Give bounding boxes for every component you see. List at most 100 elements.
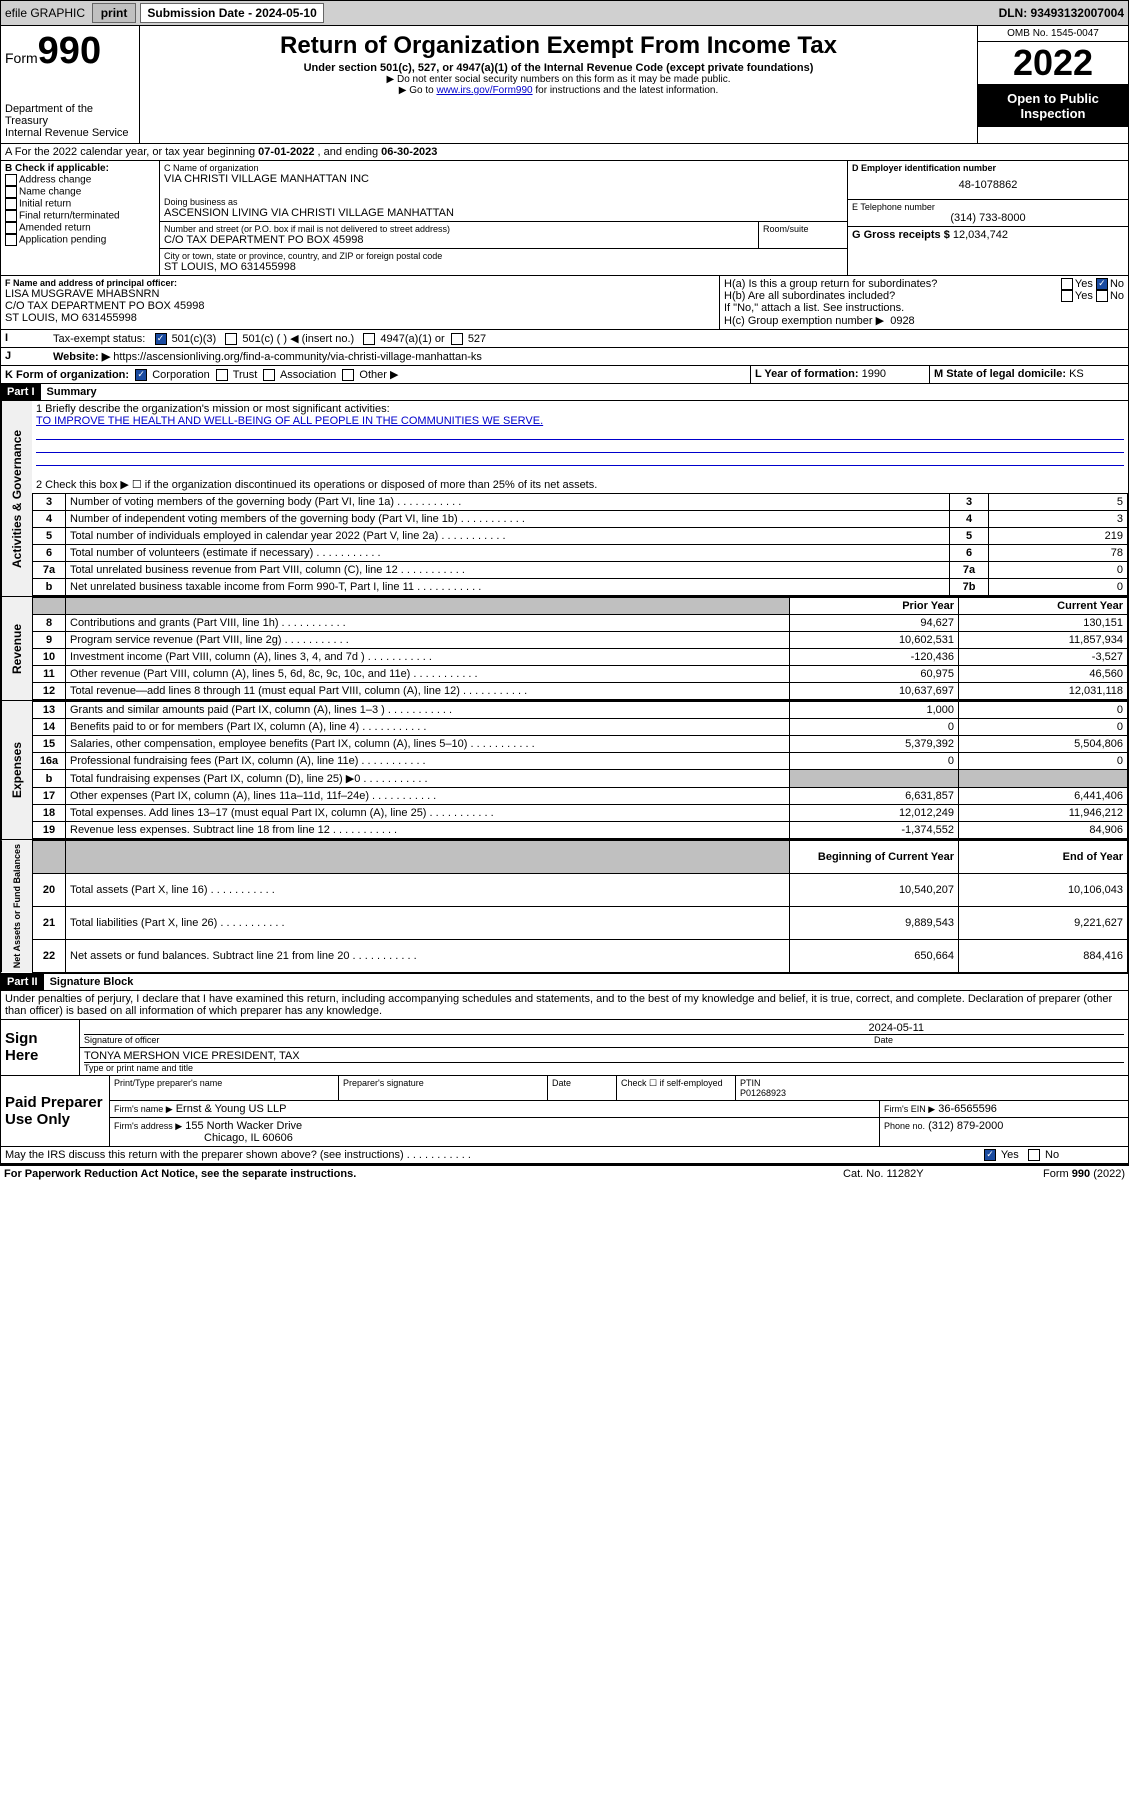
form990-link[interactable]: www.irs.gov/Form990 xyxy=(436,85,532,96)
check-label: Address change xyxy=(19,175,91,186)
type-print-label: Type or print name and title xyxy=(84,1062,1124,1073)
firm-phone: (312) 879-2000 xyxy=(928,1120,1003,1132)
tax-year-end: 06-30-2023 xyxy=(381,146,437,158)
form-subtitle: Under section 501(c), 527, or 4947(a)(1)… xyxy=(144,62,973,74)
efile-label: efile GRAPHIC xyxy=(5,6,85,20)
form-number: Form990 xyxy=(5,30,135,73)
section-i-letter: I xyxy=(1,330,49,347)
tax-year-begin: 07-01-2022 xyxy=(258,146,314,158)
line2-text: 2 Check this box ▶ ☐ if the organization… xyxy=(36,478,1124,491)
note-goto-post: for instructions and the latest informat… xyxy=(535,85,718,96)
check-527[interactable]: 527 xyxy=(451,333,486,345)
check-final-return[interactable]: Final return/terminated xyxy=(5,210,155,222)
section-h: H(a) Is this a group return for subordin… xyxy=(720,276,1128,329)
h-a-no[interactable]: No xyxy=(1096,278,1124,290)
expenses-block: Expenses 13Grants and similar amounts pa… xyxy=(0,701,1129,840)
check-assoc[interactable]: Association xyxy=(263,369,336,381)
check-name-change[interactable]: Name change xyxy=(5,186,155,198)
print-button[interactable]: print xyxy=(92,3,137,23)
check-amended-return[interactable]: Amended return xyxy=(5,222,155,234)
check-initial-return[interactable]: Initial return xyxy=(5,198,155,210)
form-title: Return of Organization Exempt From Incom… xyxy=(144,32,973,60)
paperwork-notice: For Paperwork Reduction Act Notice, see … xyxy=(4,1168,843,1180)
table-row: 10Investment income (Part VIII, column (… xyxy=(33,649,1128,666)
website-url: https://ascensionliving.org/find-a-commu… xyxy=(113,351,482,363)
self-employed-check[interactable]: Check ☐ if self-employed xyxy=(617,1076,736,1100)
netassets-block: Net Assets or Fund Balances Beginning of… xyxy=(0,840,1129,973)
table-row: 17Other expenses (Part IX, column (A), l… xyxy=(33,788,1128,805)
table-row: 22Net assets or fund balances. Subtract … xyxy=(33,939,1128,972)
city-value: ST LOUIS, MO 631455998 xyxy=(164,261,843,273)
paid-preparer-label: Paid Preparer Use Only xyxy=(1,1076,110,1146)
table-row: 16aProfessional fundraising fees (Part I… xyxy=(33,753,1128,770)
form-org-label: K Form of organization: xyxy=(5,369,129,381)
prep-name-label: Print/Type preparer's name xyxy=(110,1076,339,1100)
note-goto: ▶ Go to www.irs.gov/Form990 for instruct… xyxy=(144,85,973,96)
check-application-pending[interactable]: Application pending xyxy=(5,234,155,246)
h-a-yes[interactable]: Yes xyxy=(1061,278,1093,290)
check-corp[interactable]: Corporation xyxy=(135,369,210,381)
firm-ein-label: Firm's EIN ▶ xyxy=(884,1104,935,1114)
section-l: L Year of formation: 1990 xyxy=(751,366,930,383)
dots xyxy=(407,1149,471,1161)
check-label: Initial return xyxy=(19,199,71,210)
section-i: I Tax-exempt status: 501(c)(3) 501(c) ( … xyxy=(0,330,1129,348)
section-klm: K Form of organization: Corporation Trus… xyxy=(0,366,1129,384)
check-trust[interactable]: Trust xyxy=(216,369,258,381)
check-4947[interactable]: 4947(a)(1) or xyxy=(363,333,444,345)
street-label: Number and street (or P.O. box if mail i… xyxy=(164,224,754,234)
year-formation-value: 1990 xyxy=(862,368,886,380)
street-value: C/O TAX DEPARTMENT PO BOX 45998 xyxy=(164,234,754,246)
check-address-change[interactable]: Address change xyxy=(5,174,155,186)
h-b-label: H(b) Are all subordinates included? xyxy=(724,290,1061,302)
firm-addr-label: Firm's address ▶ xyxy=(114,1121,182,1131)
discuss-yes[interactable]: Yes xyxy=(984,1149,1019,1161)
prep-sig-label: Preparer's signature xyxy=(339,1076,548,1100)
part1-title: Summary xyxy=(41,384,103,400)
check-501c[interactable]: 501(c) ( ) ◀ (insert no.) xyxy=(225,333,354,345)
table-header-row: Beginning of Current YearEnd of Year xyxy=(33,841,1128,874)
table-row: 15Salaries, other compensation, employee… xyxy=(33,736,1128,753)
phone-value: (314) 733-8000 xyxy=(852,212,1124,224)
cat-no: Cat. No. 11282Y xyxy=(843,1168,1043,1180)
section-k: K Form of organization: Corporation Trus… xyxy=(1,366,751,383)
section-a: A For the 2022 calendar year, or tax yea… xyxy=(0,144,1129,161)
line1-label: 1 Briefly describe the organization's mi… xyxy=(36,403,1124,415)
check-501c3[interactable]: 501(c)(3) xyxy=(155,333,217,345)
tax-year: 2022 xyxy=(978,42,1128,85)
h-b-no[interactable]: No xyxy=(1096,290,1124,302)
check-other[interactable]: Other ▶ xyxy=(342,369,398,381)
table-row: 6Total number of volunteers (estimate if… xyxy=(33,545,1128,562)
form-header: Form990 Department of the Treasury Inter… xyxy=(0,26,1129,144)
dba-label: Doing business as xyxy=(164,197,843,207)
sig-officer-label: Signature of officer xyxy=(84,1035,874,1045)
irs-label: Internal Revenue Service xyxy=(5,127,135,139)
section-j: J Website: ▶ https://ascensionliving.org… xyxy=(0,348,1129,366)
sig-date-value: 2024-05-11 xyxy=(84,1022,1124,1034)
table-row: 9Program service revenue (Part VIII, lin… xyxy=(33,632,1128,649)
note-goto-pre: ▶ Go to xyxy=(399,85,437,96)
domicile-label: M State of legal domicile: xyxy=(934,368,1066,380)
table-row: 19Revenue less expenses. Subtract line 1… xyxy=(33,822,1128,839)
revenue-table: Prior YearCurrent Year8Contributions and… xyxy=(32,597,1128,700)
dln-label: DLN: 93493132007004 xyxy=(999,6,1124,20)
part2-badge: Part II xyxy=(1,974,44,990)
firm-name-label: Firm's name ▶ xyxy=(114,1104,173,1114)
expenses-table: 13Grants and similar amounts paid (Part … xyxy=(32,701,1128,839)
ein-label: D Employer identification number xyxy=(852,163,1124,173)
footer: For Paperwork Reduction Act Notice, see … xyxy=(0,1164,1129,1182)
table-header-row: Prior YearCurrent Year xyxy=(33,598,1128,615)
h-a-label: H(a) Is this a group return for subordin… xyxy=(724,278,1061,290)
org-name: VIA CHRISTI VILLAGE MANHATTAN INC xyxy=(164,173,843,185)
discuss-no[interactable]: No xyxy=(1028,1149,1059,1161)
expenses-label: Expenses xyxy=(1,701,32,839)
table-row: 12Total revenue—add lines 8 through 11 (… xyxy=(33,683,1128,700)
domicile-value: KS xyxy=(1069,368,1084,380)
officer-name-title: TONYA MERSHON VICE PRESIDENT, TAX xyxy=(84,1050,1124,1062)
table-row: bNet unrelated business taxable income f… xyxy=(33,579,1128,596)
section-deg: D Employer identification number 48-1078… xyxy=(847,161,1128,275)
ptin-value: P01268923 xyxy=(740,1088,786,1098)
part1-badge: Part I xyxy=(1,384,41,400)
note-ssn: ▶ Do not enter social security numbers o… xyxy=(144,74,973,85)
h-b-yes[interactable]: Yes xyxy=(1061,290,1093,302)
